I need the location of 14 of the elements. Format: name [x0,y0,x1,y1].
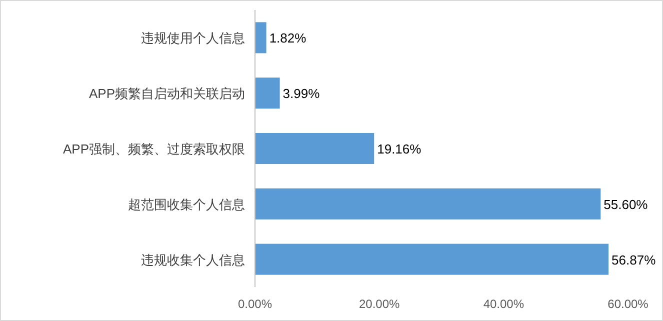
y-tick-label: 违规收集个人信息 [141,252,245,268]
y-tick-label: 超范围收集个人信息 [128,196,245,212]
y-tick-label: 违规使用个人信息 [141,30,245,46]
data-label: 3.99% [282,86,320,102]
y-tick-label: APP频繁自启动和关联启动 [88,86,245,102]
x-tick-label: 40.00% [483,297,524,311]
x-tick-label: 20.00% [358,297,400,311]
y-tick-label: APP强制、频繁、过度索取权限 [62,142,245,156]
x-tick-label: 0.00% [238,297,272,311]
x-tick-label: 60.00% [608,297,649,311]
data-label: 19.16% [377,142,422,156]
data-label: 56.87% [612,252,656,268]
data-label: 1.82% [269,30,307,46]
data-label: 55.60% [604,196,648,212]
